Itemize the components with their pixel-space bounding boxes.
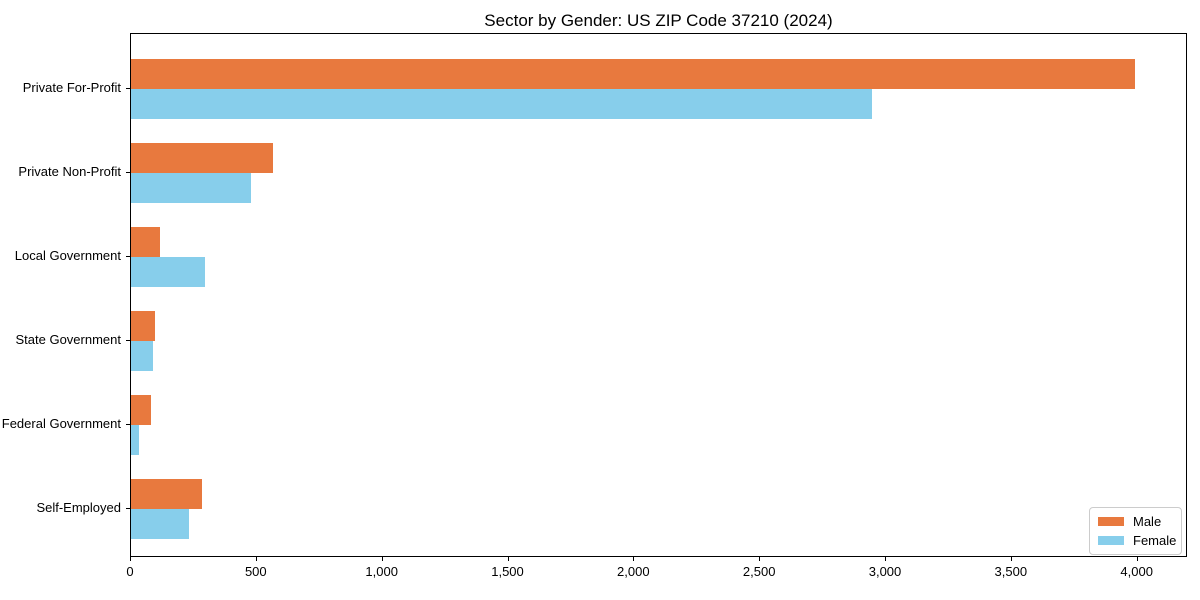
- x-tick-2-000: [633, 557, 635, 561]
- y-tick-local-government: [126, 256, 130, 257]
- bar-male-private-for-profit: [131, 59, 1136, 89]
- y-label-state-government: State Government: [15, 332, 122, 347]
- bar-female-private-non-profit: [131, 173, 251, 203]
- x-label-3-500: 3,500: [994, 564, 1028, 579]
- y-label-local-government: Local Government: [14, 248, 121, 263]
- bar-female-local-government: [131, 257, 206, 287]
- x-tick-2-500: [759, 557, 761, 561]
- legend-row-female: Female: [1098, 533, 1177, 548]
- x-label-3-000: 3,000: [868, 564, 902, 579]
- y-tick-self-employed: [126, 508, 130, 509]
- bar-male-local-government: [131, 227, 160, 257]
- bar-female-federal-government: [131, 425, 139, 455]
- legend-label-female: Female: [1133, 533, 1177, 548]
- legend-swatch-male: [1098, 517, 1124, 526]
- x-label-4-000: 4,000: [1120, 564, 1153, 579]
- legend-swatch-female: [1098, 536, 1124, 545]
- y-label-private-for-profit: Private For-Profit: [22, 80, 121, 95]
- y-tick-state-government: [126, 340, 130, 341]
- x-tick-3-500: [1010, 557, 1012, 561]
- x-label-1-000: 1,000: [365, 564, 398, 579]
- y-label-private-non-profit: Private Non-Profit: [18, 164, 121, 179]
- bar-female-self-employed: [131, 509, 189, 539]
- x-label-2-000: 2,000: [617, 564, 650, 579]
- legend: Male Female: [1089, 507, 1182, 555]
- x-tick-4-000: [1136, 557, 1138, 561]
- x-tick-0: [130, 557, 131, 561]
- chart-title: Sector by Gender: US ZIP Code 37210 (202…: [484, 11, 833, 30]
- bar-male-private-non-profit: [131, 143, 274, 173]
- x-tick-1-500: [507, 557, 509, 561]
- bar-male-self-employed: [131, 479, 202, 509]
- x-tick-1-000: [381, 557, 383, 561]
- y-label-self-employed: Self-Employed: [36, 500, 121, 515]
- y-tick-private-non-profit: [126, 172, 130, 173]
- x-tick-3-000: [885, 557, 886, 561]
- bar-female-private-for-profit: [131, 89, 873, 119]
- x-tick-500: [255, 557, 257, 561]
- bar-female-state-government: [131, 341, 153, 371]
- x-label-2-500: 2,500: [742, 564, 776, 579]
- y-tick-federal-government: [126, 424, 130, 425]
- legend-label-male: Male: [1133, 514, 1162, 529]
- y-label-federal-government: Federal Government: [1, 416, 121, 431]
- bar-male-federal-government: [131, 395, 152, 425]
- plot-area: [130, 33, 1187, 557]
- legend-row-male: Male: [1098, 515, 1173, 528]
- x-label-0: 0: [126, 564, 134, 579]
- x-label-500: 500: [244, 564, 267, 579]
- y-tick-private-for-profit: [126, 88, 130, 89]
- x-label-1-500: 1,500: [491, 564, 524, 579]
- bar-male-state-government: [131, 311, 155, 341]
